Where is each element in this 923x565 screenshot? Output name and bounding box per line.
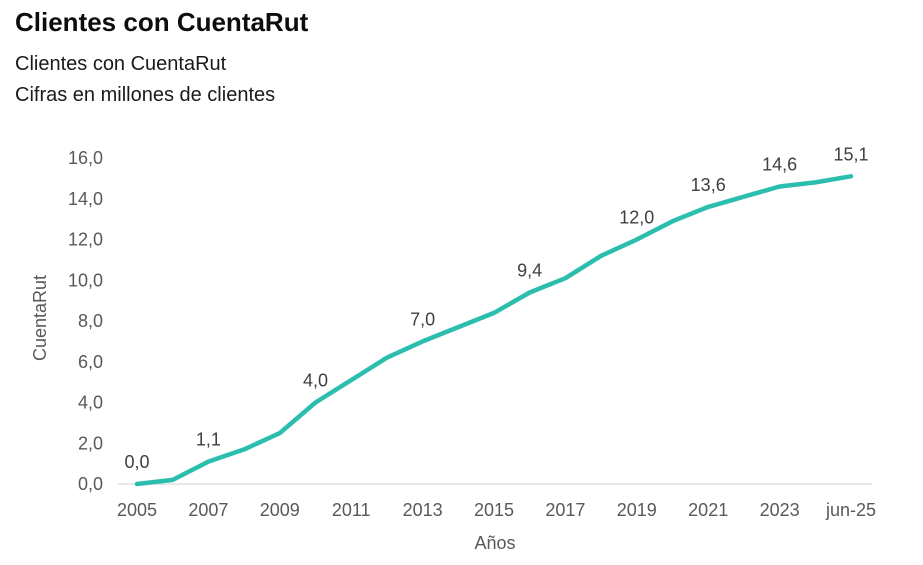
data-label: 7,0 bbox=[410, 309, 435, 329]
x-axis-title: Años bbox=[474, 533, 515, 553]
y-tick-label: 16,0 bbox=[68, 148, 103, 168]
chart-header: Clientes con CuentaRut Clientes con Cuen… bbox=[15, 6, 308, 111]
data-label: 14,6 bbox=[762, 155, 797, 175]
data-label: 9,4 bbox=[517, 260, 542, 280]
chart-subtitle-line2: Cifras en millones de clientes bbox=[15, 83, 276, 106]
y-tick-label: 2,0 bbox=[78, 433, 103, 453]
series-line bbox=[134, 174, 854, 487]
data-label: 4,0 bbox=[303, 371, 328, 391]
x-tick-label: 2007 bbox=[188, 500, 228, 520]
x-tick-label: 2009 bbox=[260, 500, 300, 520]
x-tick-label: 2005 bbox=[117, 500, 157, 520]
y-tick-label: 4,0 bbox=[78, 393, 103, 413]
data-label: 15,1 bbox=[833, 144, 868, 164]
x-tick-label: 2015 bbox=[474, 500, 514, 520]
data-label: 13,6 bbox=[691, 175, 726, 195]
y-tick-label: 0,0 bbox=[78, 474, 103, 494]
y-tick-label: 14,0 bbox=[68, 189, 103, 209]
data-label: 1,1 bbox=[196, 430, 221, 450]
y-axis-title: CuentaRut bbox=[30, 275, 50, 361]
data-label: 0,0 bbox=[124, 452, 149, 472]
data-label: 12,0 bbox=[619, 208, 654, 228]
y-tick-label: 8,0 bbox=[78, 311, 103, 331]
chart-subtitle-line1: Clientes con CuentaRut bbox=[15, 52, 227, 75]
x-tick-label: 2023 bbox=[760, 500, 800, 520]
x-tick-label: 2013 bbox=[403, 500, 443, 520]
x-tick-label: 2019 bbox=[617, 500, 657, 520]
y-tick-label: 6,0 bbox=[78, 352, 103, 372]
chart-title: Clientes con CuentaRut bbox=[15, 7, 309, 37]
x-tick-label: jun-25 bbox=[825, 500, 876, 520]
x-tick-label: 2017 bbox=[545, 500, 585, 520]
y-tick-label: 12,0 bbox=[68, 230, 103, 250]
y-tick-label: 10,0 bbox=[68, 270, 103, 290]
x-tick-label: 2021 bbox=[688, 500, 728, 520]
x-tick-label: 2011 bbox=[332, 500, 371, 520]
